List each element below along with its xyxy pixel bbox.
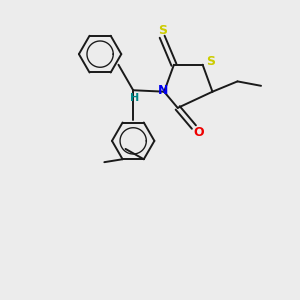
Text: N: N <box>158 84 168 97</box>
Text: O: O <box>193 126 204 139</box>
Text: H: H <box>130 94 139 103</box>
Text: S: S <box>158 24 166 37</box>
Text: S: S <box>206 55 215 68</box>
